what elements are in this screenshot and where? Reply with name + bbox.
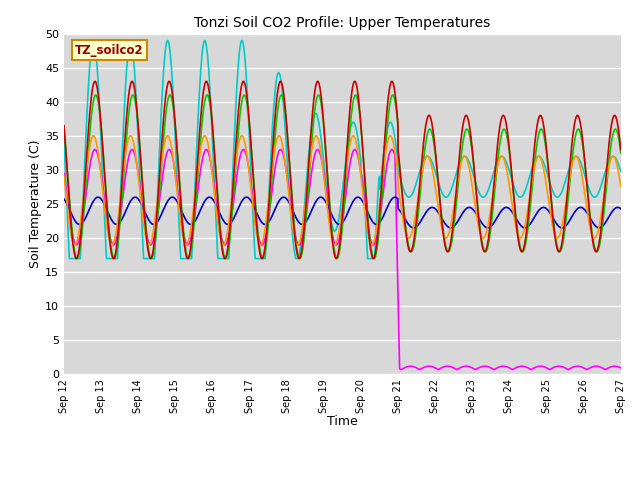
- Tree2 -2cm: [90, 37, 97, 43]
- Tree -4cm: [234, 208, 241, 214]
- Tree -2cm: [127, 133, 134, 139]
- Open -4cm: [617, 150, 625, 156]
- Open -2cm: [60, 123, 68, 129]
- Open -2cm: [490, 177, 498, 183]
- Tree2 -4cm: [127, 147, 135, 153]
- Tree -2cm: [617, 184, 625, 190]
- Line: Open -2cm: Open -2cm: [64, 81, 621, 259]
- Tree -4cm: [127, 197, 135, 203]
- Line: Tree2 -4cm: Tree2 -4cm: [64, 149, 621, 370]
- Tree2 -2cm: [127, 39, 135, 45]
- Tree2 -4cm: [60, 170, 68, 176]
- Tree2 -2cm: [617, 168, 625, 174]
- Tree -4cm: [617, 206, 625, 212]
- Tree -2cm: [490, 181, 498, 187]
- Line: Tree2 -2cm: Tree2 -2cm: [64, 40, 621, 259]
- Tree -4cm: [94, 194, 102, 200]
- Tree -2cm: [234, 148, 241, 154]
- Y-axis label: Soil Temperature (C): Soil Temperature (C): [29, 140, 42, 268]
- Tree2 -2cm: [60, 139, 68, 144]
- Open -4cm: [127, 98, 134, 104]
- Title: Tonzi Soil CO2 Profile: Upper Temperatures: Tonzi Soil CO2 Profile: Upper Temperatur…: [195, 16, 490, 30]
- Tree2 -4cm: [490, 367, 498, 372]
- Tree2 -4cm: [95, 159, 103, 165]
- Tree -4cm: [445, 225, 453, 230]
- Tree -4cm: [490, 219, 498, 225]
- Open -2cm: [95, 103, 103, 108]
- Open -4cm: [92, 92, 100, 98]
- Open -4cm: [60, 124, 68, 130]
- Tree2 -4cm: [234, 170, 241, 176]
- Tree -2cm: [90, 133, 97, 139]
- Tree -4cm: [410, 225, 417, 231]
- Tree2 -4cm: [546, 367, 554, 372]
- Tree2 -4cm: [127, 148, 134, 154]
- Tree -2cm: [95, 159, 103, 165]
- Tree2 -2cm: [127, 37, 134, 43]
- Open -2cm: [234, 121, 241, 127]
- Tree2 -2cm: [445, 192, 453, 198]
- Open -4cm: [445, 249, 453, 254]
- Open -2cm: [72, 256, 80, 262]
- Tree -4cm: [95, 194, 103, 200]
- Tree2 -2cm: [95, 103, 103, 108]
- Tree2 -4cm: [617, 365, 625, 371]
- Open -4cm: [74, 256, 81, 262]
- Tree -4cm: [127, 199, 134, 204]
- Tree2 -4cm: [91, 146, 99, 152]
- Open -4cm: [127, 95, 135, 101]
- Tree -4cm: [60, 196, 68, 202]
- Line: Tree -4cm: Tree -4cm: [64, 197, 621, 228]
- Open -2cm: [127, 82, 134, 87]
- Open -2cm: [91, 78, 99, 84]
- Line: Open -4cm: Open -4cm: [64, 95, 621, 259]
- Tree -2cm: [60, 173, 68, 179]
- Open -4cm: [490, 192, 498, 198]
- Tree2 -4cm: [445, 363, 452, 369]
- Line: Tree -2cm: Tree -2cm: [64, 136, 621, 245]
- Text: TZ_soilco2: TZ_soilco2: [75, 44, 144, 57]
- Tree -2cm: [127, 133, 135, 139]
- Open -4cm: [234, 141, 241, 146]
- Tree2 -2cm: [65, 256, 73, 262]
- Open -2cm: [445, 247, 453, 252]
- Open -4cm: [95, 108, 103, 113]
- Tree -2cm: [71, 242, 79, 248]
- Tree2 -2cm: [234, 75, 241, 81]
- X-axis label: Time: Time: [327, 415, 358, 428]
- Open -2cm: [617, 146, 625, 152]
- Open -2cm: [127, 79, 135, 85]
- Tree -2cm: [445, 230, 453, 236]
- Tree2 -2cm: [490, 168, 498, 173]
